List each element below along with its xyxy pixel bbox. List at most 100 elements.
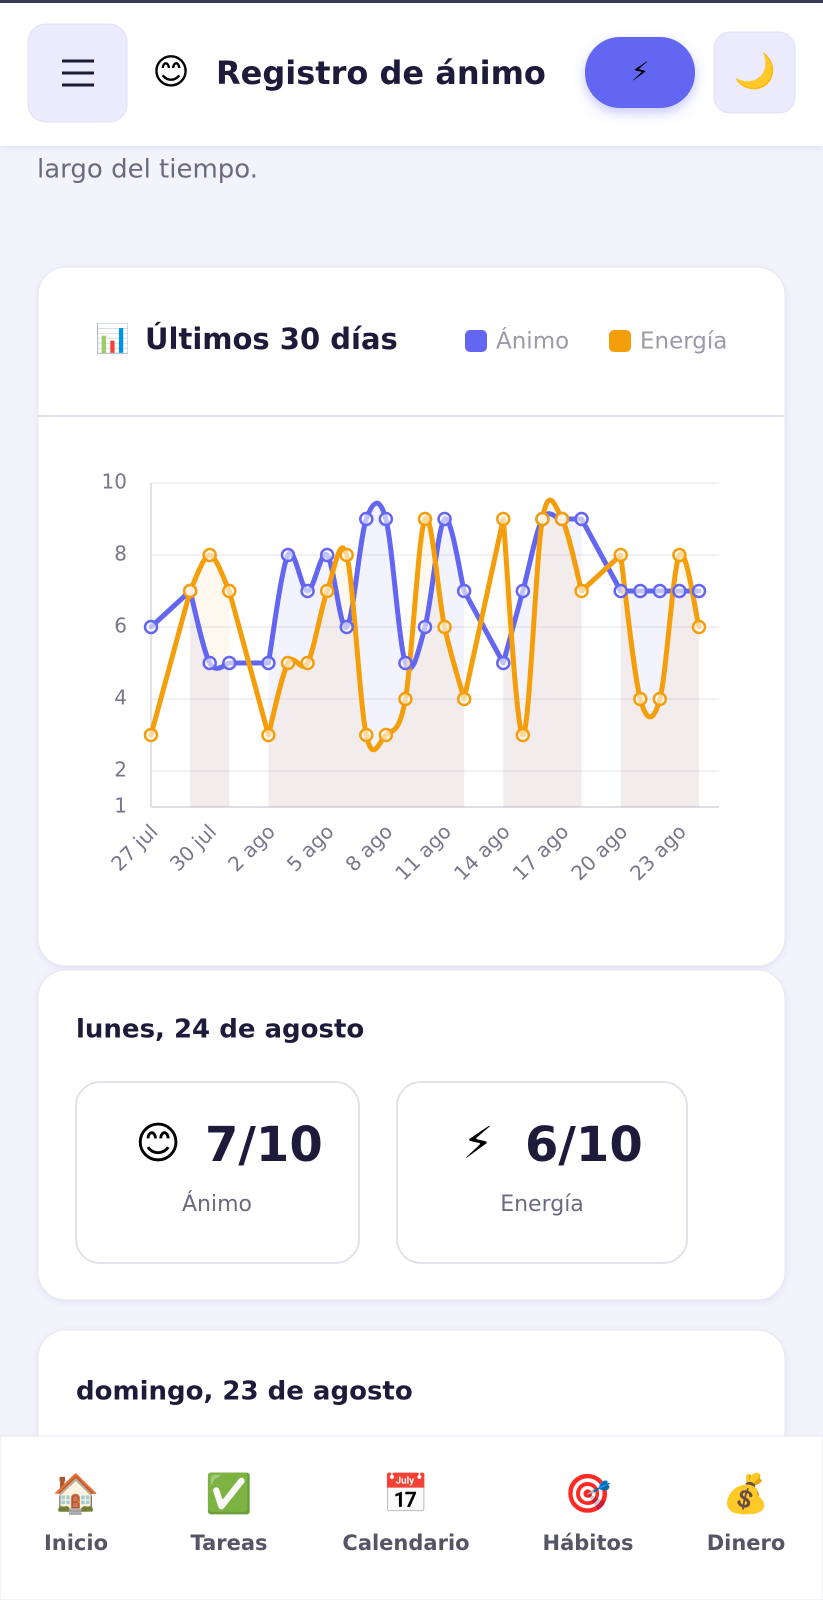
point: [143, 727, 159, 743]
nav-label: Tareas: [190, 1531, 267, 1555]
point: [574, 583, 589, 599]
y-tick-label: 2: [114, 758, 127, 782]
point: [398, 691, 413, 707]
area: [620, 553, 699, 807]
point: [417, 619, 433, 635]
point: [652, 583, 668, 599]
point: [672, 583, 687, 599]
point: [613, 547, 628, 563]
gap-span: [226, 588, 271, 738]
point: [554, 511, 570, 527]
y-tick-label: 6: [114, 614, 127, 638]
nav-items: 🏠 Inicio ✅ Tareas 📅 Calendario 🎯 Hábitos 💰 Dinero: [44, 1472, 785, 1556]
point: [261, 655, 276, 671]
gap-span: [461, 516, 506, 702]
point: [339, 619, 354, 635]
mood-box: [75, 1081, 360, 1264]
point: [398, 655, 413, 671]
nav-icon: 🎯: [564, 1472, 611, 1516]
nav-icon: 📅: [382, 1472, 429, 1516]
point: [613, 583, 628, 599]
point: [633, 691, 648, 707]
point: [378, 511, 394, 527]
legend-label: Energía: [640, 329, 727, 355]
nav-icon: ✅: [205, 1472, 252, 1516]
intro-text: largo del tiempo.: [37, 155, 258, 185]
point: [574, 511, 589, 527]
point: [300, 583, 315, 599]
point: [437, 619, 452, 635]
y-tick-label: 10: [102, 470, 127, 494]
point: [280, 655, 296, 671]
point: [456, 691, 472, 707]
status-line: [0, 0, 823, 3]
gap-span: [148, 588, 193, 738]
legend-swatch: [465, 330, 487, 352]
area: [268, 517, 465, 807]
quick-log-icon: ⚡: [631, 58, 649, 88]
point: [496, 655, 511, 671]
point: [515, 727, 531, 743]
y-tick-label: 1: [114, 794, 127, 818]
point: [691, 619, 707, 635]
energy-icon: ⚡: [463, 1118, 494, 1169]
nav-item[interactable]: 🏠 Inicio: [44, 1472, 108, 1556]
point: [652, 691, 668, 707]
gap-span: [579, 552, 624, 594]
point: [280, 547, 296, 563]
gap-span: [461, 588, 506, 666]
point: [339, 547, 354, 563]
energy-value: 6/10: [525, 1117, 643, 1173]
bottom-nav: [0, 1435, 823, 1600]
gap-span: [579, 516, 624, 594]
header-icon: 😊: [152, 52, 190, 93]
point: [222, 655, 237, 671]
point: [535, 511, 550, 527]
point: [437, 511, 452, 527]
point: [202, 655, 217, 671]
header-title: Registro de ánimo: [216, 54, 546, 92]
point: [182, 583, 198, 599]
point: [691, 583, 707, 599]
nav-label: Dinero: [707, 1531, 786, 1555]
nav-item[interactable]: 🎯 Hábitos: [543, 1472, 634, 1556]
point: [222, 583, 237, 599]
point: [143, 619, 159, 635]
point: [359, 727, 374, 743]
point: [300, 655, 315, 671]
point: [515, 583, 531, 599]
point: [417, 511, 433, 527]
point: [378, 727, 394, 743]
area: [190, 591, 230, 807]
entry-date: domingo, 23 de agosto: [76, 1377, 413, 1407]
nav-label: Hábitos: [543, 1531, 634, 1555]
legend-swatch: [609, 330, 631, 352]
nav-icon: 💰: [722, 1472, 769, 1517]
point: [261, 727, 276, 743]
gap-span: [148, 588, 193, 630]
point: [672, 547, 687, 563]
nav-label: Calendario: [342, 1531, 469, 1555]
point: [496, 511, 511, 527]
nav-label: Inicio: [44, 1531, 108, 1555]
area: [268, 503, 465, 807]
point: [202, 547, 217, 563]
area: [190, 555, 230, 807]
area: [503, 499, 582, 807]
nav-item[interactable]: ✅ Tareas: [190, 1472, 267, 1556]
mood-label: Ánimo: [182, 1191, 252, 1217]
quick-log-button[interactable]: [585, 37, 695, 108]
entry-date: lunes, 24 de agosto: [76, 1015, 364, 1045]
nav-icon: 🏠: [52, 1472, 99, 1516]
nav-item[interactable]: 💰 Dinero: [707, 1472, 786, 1556]
chart-title: Últimos 30 días: [145, 322, 398, 356]
y-tick-label: 4: [114, 686, 127, 710]
theme-button[interactable]: [713, 31, 796, 114]
point: [319, 547, 335, 563]
mood-value: 7/10: [205, 1117, 323, 1173]
nav-item[interactable]: 📅 Calendario: [342, 1472, 469, 1556]
energy-box: [396, 1081, 688, 1264]
energy-label: Energía: [500, 1192, 584, 1217]
